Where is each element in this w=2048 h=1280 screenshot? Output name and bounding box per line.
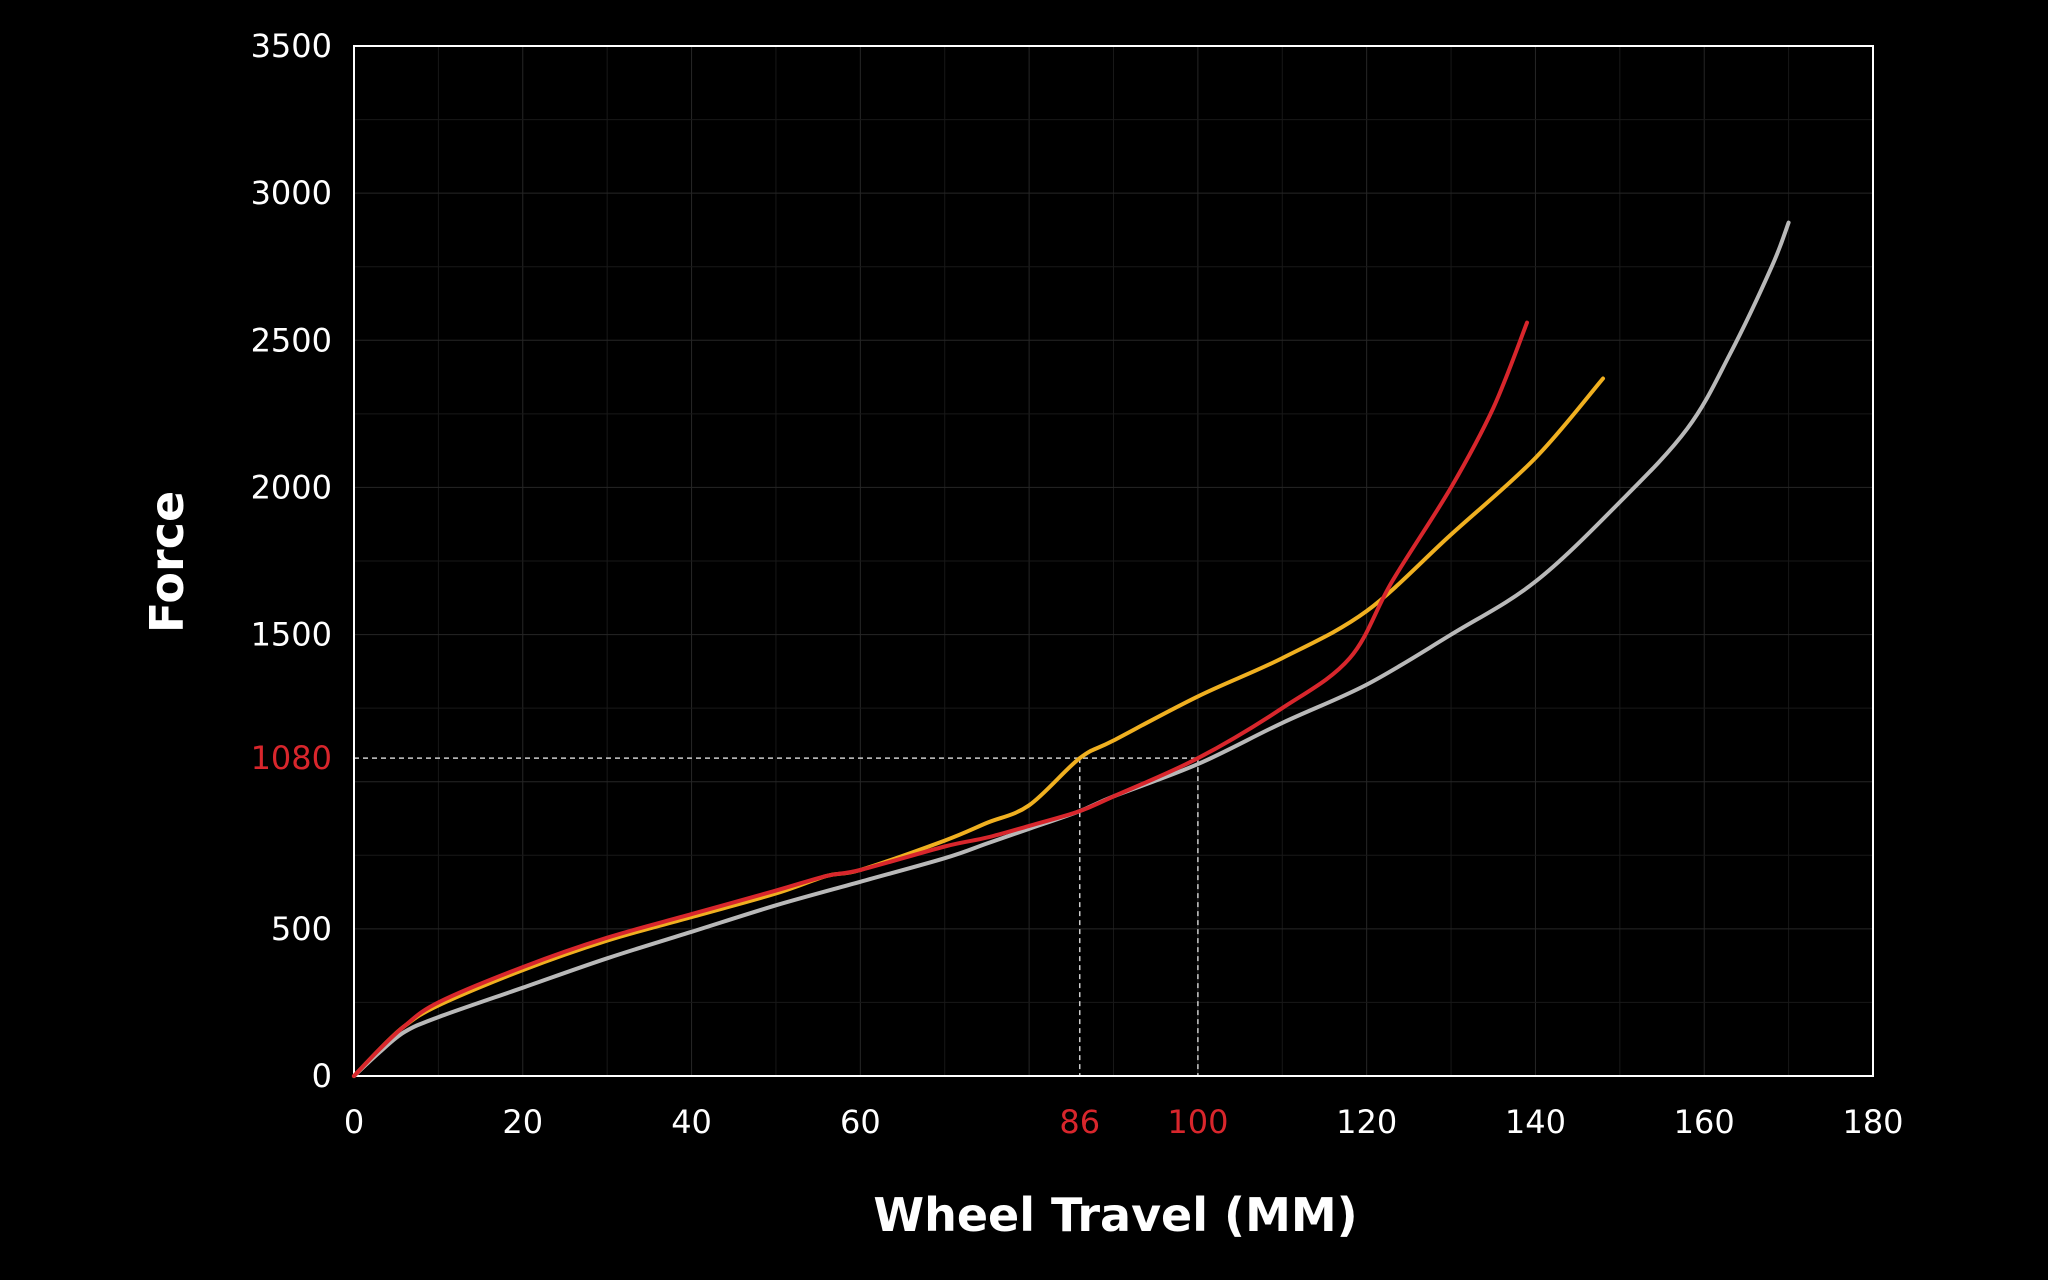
x-tick-label: 86 <box>1059 1103 1100 1141</box>
y-tick-label: 3500 <box>251 27 332 65</box>
y-tick-label: 1080 <box>251 739 332 777</box>
y-tick-label: 2000 <box>251 468 332 506</box>
reference-lines <box>354 757 1199 1076</box>
y-axis-title: Force <box>140 491 194 633</box>
x-axis-title: Wheel Travel (MM) <box>873 1188 1357 1242</box>
y-tick-label: 1500 <box>251 616 332 654</box>
x-tick-labels: 0 20 40 60 86 100 120 140 160 180 <box>344 1103 1904 1141</box>
x-tick-label: 140 <box>1505 1103 1566 1141</box>
x-tick-label: 0 <box>344 1103 364 1141</box>
x-tick-label: 120 <box>1336 1103 1397 1141</box>
y-tick-label: 0 <box>312 1057 332 1095</box>
y-tick-label: 2500 <box>251 321 332 359</box>
y-tick-labels: 0 500 1080 1500 2000 2500 3000 3500 <box>251 27 332 1095</box>
series-lines <box>352 220 1791 1078</box>
y-tick-label: 500 <box>271 910 332 948</box>
x-tick-label: 60 <box>840 1103 881 1141</box>
plot-frame <box>353 45 1874 1077</box>
x-tick-label: 40 <box>671 1103 712 1141</box>
x-tick-label: 20 <box>502 1103 543 1141</box>
series-line-3 <box>352 320 1529 1078</box>
x-tick-label: 180 <box>1842 1103 1903 1141</box>
x-tick-label: 100 <box>1167 1103 1228 1141</box>
series-line-2 <box>352 376 1605 1078</box>
y-tick-label: 3000 <box>251 174 332 212</box>
x-tick-label: 160 <box>1674 1103 1735 1141</box>
